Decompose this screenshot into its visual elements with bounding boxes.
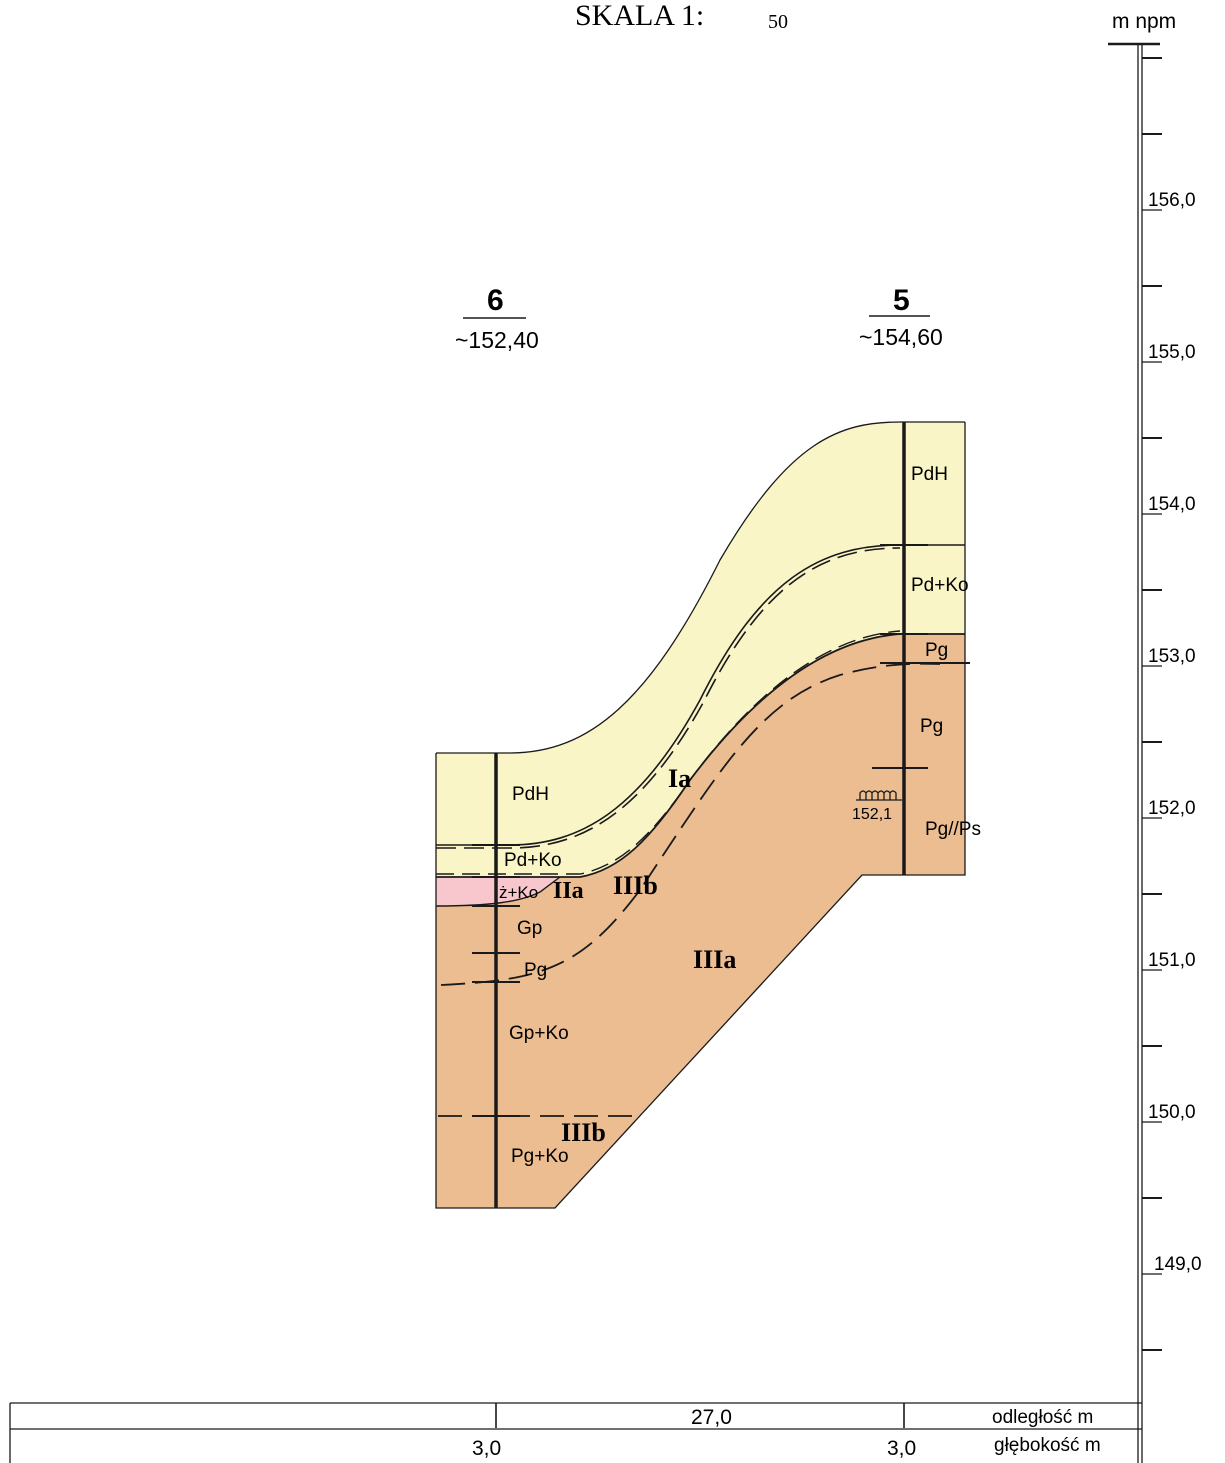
- borehole-6-layer: Gp: [517, 918, 542, 939]
- water-level-icon: [856, 790, 902, 801]
- pink-layer: [436, 877, 560, 906]
- scale-unit-label: m npm: [1112, 10, 1176, 33]
- borehole-5-layer: Pg//Ps: [925, 819, 981, 840]
- scale-tick-label: 150,0: [1148, 1102, 1196, 1123]
- depth-label: głębokość m: [994, 1435, 1101, 1456]
- unit-label-Ia: Ia: [668, 764, 691, 793]
- boundary-pink-bottom: [435, 876, 561, 907]
- ground-surface-line: [436, 421, 965, 754]
- borehole-6-layer: Pg+Ko: [511, 1146, 569, 1167]
- borehole-5-layer: PdH: [911, 464, 948, 485]
- borehole-5-layer: Pg: [920, 716, 943, 737]
- borehole-5-elevation: ~154,60: [859, 324, 943, 350]
- water-level-value: 152,1: [852, 806, 892, 823]
- borehole-5-layer: Pd+Ko: [911, 575, 969, 596]
- unit-label-IIIb-lower: IIIb: [561, 1118, 606, 1147]
- borehole-5-number: 5: [893, 284, 910, 317]
- scale-tick-label: 155,0: [1148, 342, 1196, 363]
- boundary-pdh-pdko-dash: [436, 547, 901, 849]
- scale-tick-label: 156,0: [1148, 190, 1196, 211]
- borehole-5-layer: Pg: [925, 640, 948, 661]
- boundary-IIIb-IIIa: [440, 662, 941, 986]
- scale-tick-label: 149,0: [1154, 1254, 1202, 1275]
- scale-title: SKALA 1:: [575, 0, 704, 32]
- scale-ticks: [1142, 57, 1162, 1351]
- scale-tick-label: 154,0: [1148, 494, 1196, 515]
- unit-label-IIIa: IIIa: [693, 945, 736, 974]
- unit-label-IIa: IIa: [553, 878, 584, 904]
- boundary-light-dark: [436, 633, 965, 878]
- depth-right-value: 3,0: [887, 1437, 916, 1460]
- boundary-pdh-pdko: [436, 544, 965, 846]
- depth-left-value: 3,0: [472, 1437, 501, 1460]
- borehole-6-layer: Pd+Ko: [504, 850, 562, 871]
- unit-label-IIIb-upper: IIIb: [613, 871, 658, 900]
- scale-tick-label: 152,0: [1148, 798, 1196, 819]
- light-soil-area: [436, 422, 965, 877]
- borehole-6-layer: PdH: [512, 784, 549, 805]
- borehole-6-layer: ż+Ko: [499, 883, 538, 902]
- dark-soil-area: [436, 634, 965, 1208]
- borehole-6-layer: Gp+Ko: [509, 1023, 569, 1044]
- scale-tick-label: 153,0: [1148, 646, 1196, 667]
- borehole-6-number: 6: [487, 284, 504, 317]
- borehole-6-layer: Pg: [524, 960, 547, 981]
- scale-denominator: 50: [768, 11, 788, 33]
- scale-tick-label: 151,0: [1148, 950, 1196, 971]
- section-outline: [435, 422, 966, 1209]
- distance-value: 27,0: [691, 1406, 732, 1429]
- distance-label: odległość m: [992, 1407, 1093, 1428]
- borehole-6-elevation: ~152,40: [455, 327, 539, 353]
